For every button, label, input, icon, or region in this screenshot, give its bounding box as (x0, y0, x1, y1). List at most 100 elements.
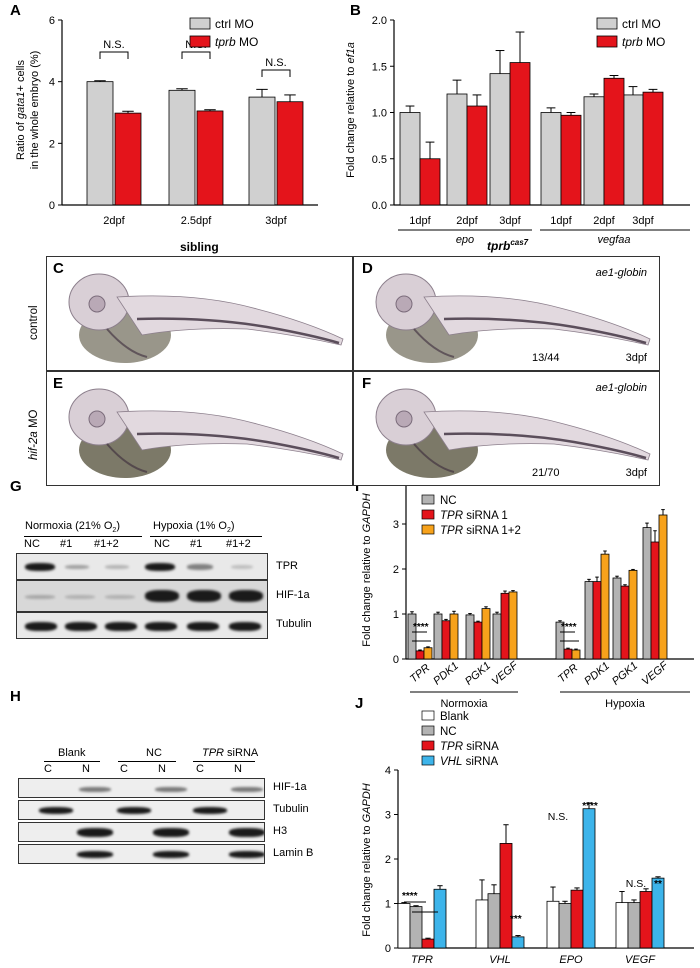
y-tick-label: 3 (385, 810, 391, 822)
blot-tubulin (16, 612, 268, 639)
fraction-label: N (234, 763, 242, 775)
legend-label: NC (440, 726, 457, 738)
stage-d: 3dpf (625, 352, 647, 364)
hypoxia-label: Hypoxia (1% O2) (153, 520, 235, 535)
significance-label: **** (402, 891, 418, 902)
legend-label: tprb MO (622, 35, 665, 49)
bar (627, 902, 641, 949)
embryo-image-c (68, 273, 344, 363)
bar (622, 94, 644, 206)
x-tick-label: 3dpf (265, 215, 287, 227)
bar (642, 527, 652, 660)
legend-label: ctrl MO (215, 17, 254, 31)
bar (489, 73, 511, 206)
bar (570, 889, 584, 949)
significance-label: N.S. (103, 39, 124, 51)
legend-swatch (189, 35, 211, 48)
group-tpr-sirna: TPR siRNA (202, 747, 259, 759)
x-tick-label: 2dpf (456, 215, 478, 227)
y-tick-label: 0.5 (372, 154, 387, 166)
bar (407, 613, 417, 660)
bar (487, 893, 501, 949)
fraction-label: C (196, 763, 204, 775)
panel-label-h: H (10, 688, 21, 705)
stage-f: 3dpf (625, 467, 647, 479)
legend-label: TPR siRNA (440, 741, 499, 753)
bar (466, 105, 488, 206)
x-tick-label: VEGF (625, 954, 656, 966)
legend-swatch (421, 710, 435, 721)
legend-swatch (421, 725, 435, 736)
x-tick-label: TPR (408, 662, 433, 685)
legend-swatch (421, 509, 435, 520)
legend-swatch (421, 755, 435, 766)
legend-swatch (596, 17, 618, 30)
column-title-mutant: tprbcas7 (487, 238, 529, 253)
lane-label: #1+2 (226, 538, 251, 550)
count-d: 13/44 (532, 352, 560, 364)
fraction-label: C (120, 763, 128, 775)
protein-label-tubulin: Tubulin (276, 618, 312, 630)
embryo-image-e (68, 388, 344, 478)
y-tick-label: 1.0 (372, 108, 387, 120)
bar (560, 114, 582, 206)
y-tick-label: 6 (49, 15, 55, 27)
bar (409, 906, 423, 949)
x-tick-label: PGK1 (610, 660, 640, 688)
x-tick-label: TPR (556, 662, 581, 685)
blot-h-laminb (18, 844, 265, 864)
protein-label-h-hif1a: HIF-1a (273, 781, 307, 793)
bar (475, 899, 489, 949)
legend-swatch (421, 524, 435, 535)
lane-label: NC (154, 538, 170, 550)
legend-swatch (596, 35, 618, 48)
bar (86, 81, 114, 206)
eye-shape (395, 410, 413, 428)
significance-bracket (99, 51, 129, 59)
y-axis-label-line1: Ratio of gata1+ cells (15, 60, 27, 160)
row-label-control: control (28, 305, 40, 340)
bar (492, 613, 502, 660)
photo-f: F ae1-globin 21/70 3dpf (353, 371, 660, 486)
bar (658, 514, 668, 660)
significance-label: N.S. (265, 57, 286, 69)
bar (628, 569, 638, 660)
blot-hif1a (16, 580, 268, 612)
x-tick-label: 1dpf (550, 215, 572, 227)
bar (620, 585, 630, 660)
probe-label-d: ae1-globin (595, 267, 647, 279)
bar (433, 888, 447, 949)
legend-swatch (421, 740, 435, 751)
bar (571, 649, 581, 660)
bar (168, 89, 196, 206)
y-tick-label: 1.5 (372, 61, 387, 73)
bar (473, 621, 483, 660)
bar (650, 541, 660, 660)
bracket-blank (44, 761, 100, 762)
bar (615, 902, 629, 949)
protein-label-hif1a: HIF-1a (276, 589, 310, 601)
bar (639, 891, 653, 949)
bar (415, 650, 425, 660)
embryo-image-d (375, 273, 651, 363)
x-tick-label: PGK1 (463, 660, 493, 688)
normoxia-bracket (24, 536, 142, 537)
bar (481, 608, 491, 660)
x-tick-label: VEGF (490, 659, 522, 688)
legend-label: tprb MO (215, 35, 258, 49)
row-label-hif2a: hif-2a MO (28, 409, 40, 460)
y-axis-label-line2: in the whole embryo (%) (29, 51, 41, 170)
bar (114, 112, 142, 206)
vessel-shape (136, 317, 340, 345)
bar (248, 96, 276, 206)
significance-label: N.S. (626, 878, 646, 890)
legend-swatch (421, 494, 435, 505)
bar (546, 900, 560, 949)
y-tick-label: 2.0 (372, 15, 387, 27)
y-tick-label: 0 (393, 654, 399, 666)
eye-shape (88, 295, 106, 313)
y-axis-label: Fold change relative to ef1a (345, 42, 357, 178)
bracket-nc (118, 761, 176, 762)
y-tick-label: 2 (385, 854, 391, 866)
